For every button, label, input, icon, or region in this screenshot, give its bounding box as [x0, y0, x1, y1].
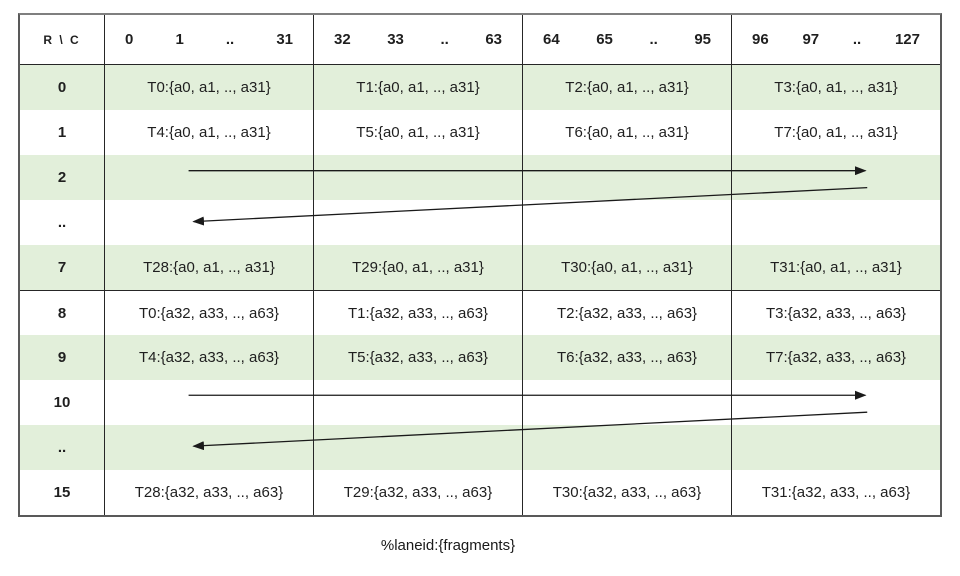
- column-header-0: 0 1.. 31: [104, 15, 313, 64]
- thread-fragment-cell: T31:{a0, a1, .., a31}: [731, 245, 940, 290]
- row-header: 0: [57, 79, 67, 96]
- thread-fragment-cell: [104, 380, 313, 425]
- table-row-8: 8 T0:{a32, a33, .., a63} T1:{a32, a33, ..,…: [20, 290, 940, 335]
- table-row-1: 1 T4:{a0, a1, .., a31} T5:{a0, a1, .., a31…: [20, 110, 940, 155]
- thread-fragment-cell: T6:{a32, a33, .., a63}: [522, 335, 731, 380]
- thread-fragment-cell: T28:{a32, a33, .., a63}: [104, 470, 313, 515]
- column-header-value: 33: [387, 31, 404, 48]
- thread-fragment-cell: T29:{a32, a33, .., a63}: [313, 470, 522, 515]
- row-header: 15: [53, 484, 71, 501]
- row-header: 2: [57, 169, 67, 186]
- thread-fragment-cell: T4:{a0, a1, .., a31}: [104, 110, 313, 155]
- thread-fragment-cell: [731, 200, 940, 245]
- column-header-value: ..: [440, 31, 449, 48]
- column-header-value: ..: [225, 31, 235, 48]
- table-row-0: 0 T0:{a0, a1, .., a31} T1:{a0, a1, .., a31…: [20, 65, 940, 110]
- thread-fragment-cell: T4:{a32, a33, .., a63}: [104, 335, 313, 380]
- thread-fragment-cell: T0:{a0, a1, .., a31}: [104, 65, 313, 110]
- thread-fragment-cell: T3:{a0, a1, .., a31}: [731, 65, 940, 110]
- thread-fragment-cell: [104, 425, 313, 470]
- row-header: ..: [57, 439, 67, 456]
- column-header-value: 65: [596, 31, 613, 48]
- table-header-row: R \ C 0 1.. 31 32 33.. 63 64 65.. 95 96 97.. 127: [20, 15, 940, 65]
- thread-fragment-cell: T30:{a32, a33, .., a63}: [522, 470, 731, 515]
- row-header: 9: [57, 349, 67, 366]
- column-header-3: 96 97.. 127: [731, 15, 940, 64]
- table-row-7: 7 T28:{a0, a1, .., a31} T29:{a0, a1, .., a…: [20, 245, 940, 290]
- table-caption: %laneid:{fragments}: [380, 537, 516, 554]
- thread-fragment-cell: T28:{a0, a1, .., a31}: [104, 245, 313, 290]
- table-row-9: 9 T4:{a32, a33, .., a63} T5:{a32, a33, ..,…: [20, 335, 940, 380]
- column-header-value: ..: [649, 31, 658, 48]
- column-header-value: 95: [694, 31, 711, 48]
- column-header-value: 63: [485, 31, 502, 48]
- row-header: 10: [53, 394, 71, 411]
- thread-fragment-cell: T0:{a32, a33, .., a63}: [104, 291, 313, 335]
- thread-fragment-cell: [313, 380, 522, 425]
- column-header-2: 64 65.. 95: [522, 15, 731, 64]
- thread-fragment-cell: T30:{a0, a1, .., a31}: [522, 245, 731, 290]
- row-header: 1: [57, 124, 67, 141]
- column-header-value: 96: [752, 31, 769, 48]
- thread-fragment-cell: T5:{a0, a1, .., a31}: [313, 110, 522, 155]
- thread-fragment-cell: [104, 155, 313, 200]
- thread-fragment-cell: T5:{a32, a33, .., a63}: [313, 335, 522, 380]
- thread-fragment-cell: [104, 200, 313, 245]
- column-header-value: 31: [276, 31, 293, 48]
- row-header: 8: [57, 304, 67, 322]
- table-row-..: ..: [20, 425, 940, 470]
- thread-fragment-cell: [522, 200, 731, 245]
- table-body: 0 T0:{a0, a1, .., a31} T1:{a0, a1, .., a31…: [20, 65, 940, 515]
- table-row-15: 15 T28:{a32, a33, .., a63} T29:{a32, a33, …: [20, 470, 940, 515]
- column-header-value: 1: [175, 31, 184, 48]
- thread-fragment-table: R \ C 0 1.. 31 32 33.. 63 64 65.. 95 96 97.. 127 0 T0…: [18, 13, 942, 517]
- column-header-value: 97: [802, 31, 820, 48]
- row-header: 7: [57, 259, 67, 276]
- row-header: ..: [57, 214, 67, 231]
- thread-fragment-cell: [313, 200, 522, 245]
- thread-fragment-cell: [313, 155, 522, 200]
- thread-fragment-cell: [731, 425, 940, 470]
- table-row-..: ..: [20, 200, 940, 245]
- column-header-value: ..: [852, 31, 862, 48]
- column-header-value: 127: [894, 31, 920, 48]
- thread-fragment-cell: T3:{a32, a33, .., a63}: [731, 291, 940, 335]
- thread-fragment-cell: [522, 425, 731, 470]
- thread-fragment-cell: T1:{a0, a1, .., a31}: [313, 65, 522, 110]
- thread-fragment-cell: [522, 380, 731, 425]
- thread-fragment-cell: [313, 425, 522, 470]
- thread-fragment-cell: T1:{a32, a33, .., a63}: [313, 291, 522, 335]
- table-row-10: 10: [20, 380, 940, 425]
- column-header-1: 32 33.. 63: [313, 15, 522, 64]
- thread-fragment-cell: T6:{a0, a1, .., a31}: [522, 110, 731, 155]
- column-header-value: 0: [125, 31, 134, 48]
- thread-fragment-cell: T2:{a32, a33, .., a63}: [522, 291, 731, 335]
- thread-fragment-cell: T2:{a0, a1, .., a31}: [522, 65, 731, 110]
- thread-fragment-cell: [522, 155, 731, 200]
- thread-fragment-cell: [731, 155, 940, 200]
- thread-fragment-cell: [731, 380, 940, 425]
- column-header-value: 32: [334, 31, 351, 48]
- table-row-2: 2: [20, 155, 940, 200]
- thread-fragment-cell: T7:{a32, a33, .., a63}: [731, 335, 940, 380]
- thread-fragment-cell: T31:{a32, a33, .., a63}: [731, 470, 940, 515]
- corner-label: R \ C: [43, 32, 81, 47]
- thread-fragment-cell: T7:{a0, a1, .., a31}: [731, 110, 940, 155]
- thread-fragment-cell: T29:{a0, a1, .., a31}: [313, 245, 522, 290]
- column-header-value: 64: [543, 31, 560, 48]
